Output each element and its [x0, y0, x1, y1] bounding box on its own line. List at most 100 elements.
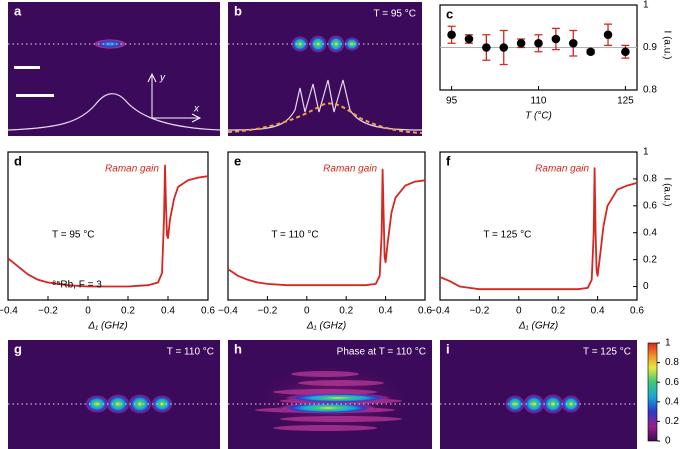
y-tick-label: 1: [643, 147, 649, 158]
annotation: Raman gain: [535, 164, 589, 175]
intensity-blob: [93, 39, 127, 49]
spectrum-line: [439, 167, 638, 291]
arrow-label: x: [193, 104, 200, 115]
arrow-label: y: [159, 73, 166, 84]
x-tick-label: 0.6: [418, 306, 432, 317]
panel-label: b: [234, 3, 242, 18]
colorbar-tick-label: 1: [665, 338, 671, 349]
annotation: T = 95 °C: [374, 9, 416, 20]
data-point: [516, 38, 526, 48]
data-point: [499, 43, 509, 52]
annotation: Phase at T = 110 °C: [337, 347, 426, 358]
x-tick-label: −0.4: [430, 306, 450, 317]
data-point: [621, 47, 630, 57]
x-tick-label: 0: [85, 306, 91, 317]
x-tick-label: −0.2: [470, 306, 490, 317]
scale-bar: [14, 66, 40, 69]
x-tick-label: 0.4: [161, 306, 175, 317]
fringe: [280, 416, 402, 422]
x-tick-label: 0.4: [379, 306, 393, 317]
panel-label: f: [446, 153, 451, 168]
plot-frame: [7, 151, 209, 301]
data-point: [447, 30, 456, 40]
x-axis-label: Δ₁ (GHz): [306, 321, 346, 332]
y-tick-label: 1: [643, 0, 649, 11]
annotation: T = 110 °C: [167, 347, 214, 358]
data-point: [586, 47, 595, 57]
x-tick-label: 0.2: [339, 306, 353, 317]
data-point: [603, 30, 613, 40]
intensity-blob: [523, 394, 545, 414]
panel-label: e: [234, 153, 241, 168]
intensity-blob: [505, 395, 525, 413]
colorbar-tick-label: 0: [665, 436, 671, 447]
y-tick-label: 0.4: [643, 227, 657, 238]
data-point: [534, 38, 543, 48]
colorbar-tick-label: 0.4: [665, 396, 679, 407]
intensity-blob: [85, 395, 109, 413]
image-background: [8, 2, 220, 136]
scale-bar: [16, 94, 54, 97]
spectrum-line: [227, 168, 426, 287]
intensity-blob: [283, 393, 393, 403]
colorbar: [647, 342, 658, 442]
x-axis-label: T (°C): [525, 111, 552, 122]
y-tick-label: 0.2: [643, 254, 657, 265]
x-tick-label: 0.6: [630, 306, 644, 317]
x-tick-label: 0.2: [551, 306, 565, 317]
plot-frame: [439, 151, 638, 301]
image-background: [228, 2, 422, 136]
temperature-label: T = 95 °C: [52, 230, 94, 241]
temperature-label: T = 125 °C: [483, 230, 531, 241]
x-tick-label: 0.6: [201, 306, 215, 317]
y-axis-label: I (a.u.): [661, 31, 672, 60]
x-tick-label: −0.2: [38, 306, 58, 317]
image-background: [440, 340, 637, 449]
note: ⁸⁵Rb, F = 3: [52, 280, 102, 291]
data-point: [568, 38, 578, 48]
annotation: Raman gain: [105, 164, 159, 175]
profile-curve: [227, 79, 423, 131]
panel-label: h: [234, 341, 242, 356]
colorbar-tick-label: 0.6: [665, 377, 679, 388]
x-tick-label: −0.2: [258, 306, 278, 317]
temperature-label: T = 110 °C: [271, 230, 318, 241]
x-tick-label: −0.4: [0, 306, 18, 317]
y-tick-label: 0: [643, 281, 649, 292]
intensity-blob: [278, 402, 378, 414]
y-tick-label: 0.6: [643, 200, 657, 211]
annotation: Raman gain: [323, 164, 377, 175]
x-tick-label: −0.4: [218, 306, 238, 317]
panel-label: d: [14, 153, 22, 168]
x-axis-label: Δ₁ (GHz): [87, 321, 127, 332]
fringe: [273, 425, 377, 431]
x-tick-label: 0.2: [121, 306, 135, 317]
axis-arrow: [147, 72, 202, 123]
x-tick-label: 95: [446, 96, 458, 107]
fringe: [298, 380, 384, 386]
image-background: [8, 340, 220, 449]
panel-label: a: [14, 3, 22, 18]
colorbar-tick-label: 0.2: [665, 416, 679, 427]
data-point: [551, 34, 561, 44]
panel-label: i: [446, 341, 450, 356]
y-tick-label: 0.9: [643, 42, 657, 53]
fit-curve: [227, 102, 423, 134]
annotation: T = 125 °C: [583, 347, 631, 358]
intensity-blob: [106, 394, 130, 414]
panel-label: g: [14, 341, 22, 356]
data-point: [464, 34, 474, 44]
panel-label: c: [446, 6, 453, 21]
x-tick-label: 0.4: [591, 306, 605, 317]
colorbar-tick-label: 0.8: [665, 357, 679, 368]
x-tick-label: 0: [516, 306, 522, 317]
profile-curve: [7, 93, 221, 131]
plot-frame: [227, 151, 426, 301]
spectrum-line: [7, 164, 209, 288]
y-axis-label: I (a.u.): [661, 178, 672, 207]
data-point: [482, 43, 491, 52]
fringe: [291, 371, 359, 377]
y-tick-label: 0.8: [643, 85, 657, 96]
